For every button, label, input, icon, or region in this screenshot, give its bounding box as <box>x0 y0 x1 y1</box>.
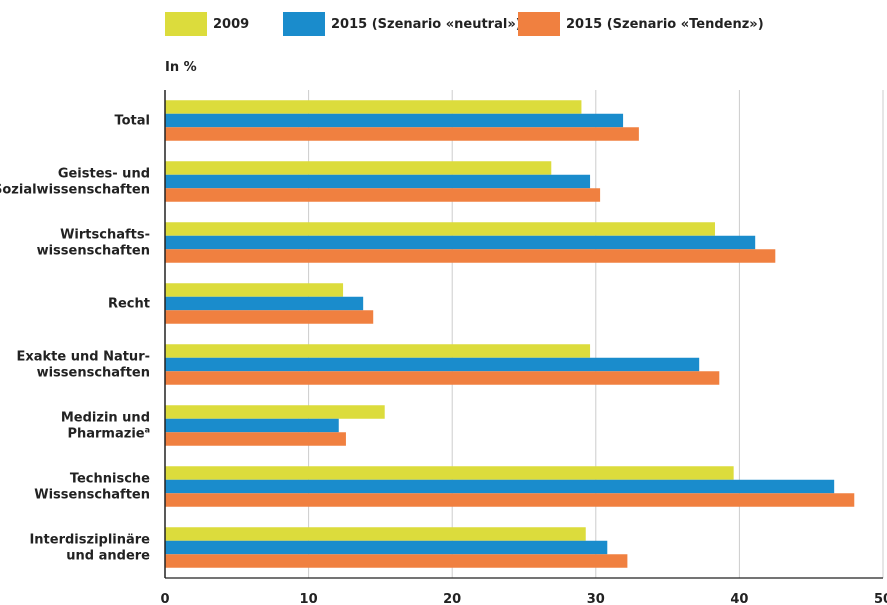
category-label: Exakte und Natur-wissenschaften <box>16 350 150 381</box>
category-label-line: wissenschaften <box>37 244 150 259</box>
x-tick-label: 20 <box>443 592 461 605</box>
bar-7-1 <box>165 540 608 555</box>
category-label-line: wissenschaften <box>37 366 150 381</box>
category-label-line: Total <box>114 114 150 129</box>
category-label-line: Geistes- und <box>58 167 150 182</box>
legend-label-tendenz: 2015 (Szenario «Tendenz») <box>566 16 764 32</box>
category-label: Interdisziplinäre und andere <box>29 533 150 564</box>
bar-3-0 <box>165 283 344 297</box>
x-tick-label: 10 <box>300 592 318 605</box>
legend-label-neutral: 2015 (Szenario «neutral») <box>331 16 522 32</box>
category-label: Total <box>114 114 150 129</box>
x-tick-label: 40 <box>730 592 748 605</box>
bar-5-1 <box>165 418 339 433</box>
category-label-line: Medizin und <box>61 411 150 426</box>
category-label-line: Technische <box>70 472 150 487</box>
bar-2-2 <box>165 249 776 263</box>
bar-3-1 <box>165 296 364 311</box>
category-label-line: Recht <box>108 297 150 312</box>
bar-1-1 <box>165 174 591 189</box>
x-tick-label: 30 <box>587 592 605 605</box>
legend-item-2009: 2009 <box>165 12 249 36</box>
category-label: Technische Wissenschaften <box>34 472 150 503</box>
bar-0-2 <box>165 127 639 141</box>
legend-item-tendenz: 2015 (Szenario «Tendenz») <box>518 12 764 36</box>
category-label-line: Sozialwissenschaften <box>0 183 150 198</box>
category-label-line: Wirtschafts- <box>60 228 150 243</box>
bar-7-0 <box>165 527 586 541</box>
category-label: Wirtschafts-wissenschaften <box>37 228 150 259</box>
category-label: Recht <box>108 297 150 312</box>
category-label-line: Interdisziplinäre <box>29 533 150 548</box>
category-label: Geistes- und Sozialwissenschaften <box>0 167 150 198</box>
bar-5-2 <box>165 432 346 446</box>
bar-2-1 <box>165 235 756 250</box>
legend-label-2009: 2009 <box>213 16 250 32</box>
unit-label: In % <box>165 60 197 75</box>
x-tick-label: 0 <box>160 592 169 605</box>
footnote-marker: a <box>145 426 150 435</box>
bar-2-0 <box>165 222 715 236</box>
category-label-line: Exakte und Natur- <box>16 350 150 365</box>
bar-4-2 <box>165 371 720 385</box>
legend-swatch-2009 <box>165 12 207 36</box>
bar-6-2 <box>165 493 855 507</box>
legend-item-neutral: 2015 (Szenario «neutral») <box>283 12 522 36</box>
category-label-line: Pharmaziea <box>67 426 150 442</box>
bar-1-2 <box>165 188 601 202</box>
bar-7-2 <box>165 554 628 568</box>
bar-0-0 <box>165 100 582 114</box>
bar-4-1 <box>165 357 700 372</box>
x-tick-label: 50 <box>874 592 887 605</box>
bar-6-0 <box>165 466 734 480</box>
bar-6-1 <box>165 479 835 494</box>
bar-0-1 <box>165 113 624 128</box>
bar-3-2 <box>165 310 374 324</box>
bar-4-0 <box>165 344 591 358</box>
legend-swatch-tendenz <box>518 12 560 36</box>
category-label-line: Wissenschaften <box>34 488 150 503</box>
category-label: Medizin und Pharmaziea <box>61 411 150 442</box>
legend-swatch-neutral <box>283 12 325 36</box>
bar-5-0 <box>165 405 385 419</box>
bar-1-0 <box>165 161 552 175</box>
category-label-line: und andere <box>66 549 150 564</box>
